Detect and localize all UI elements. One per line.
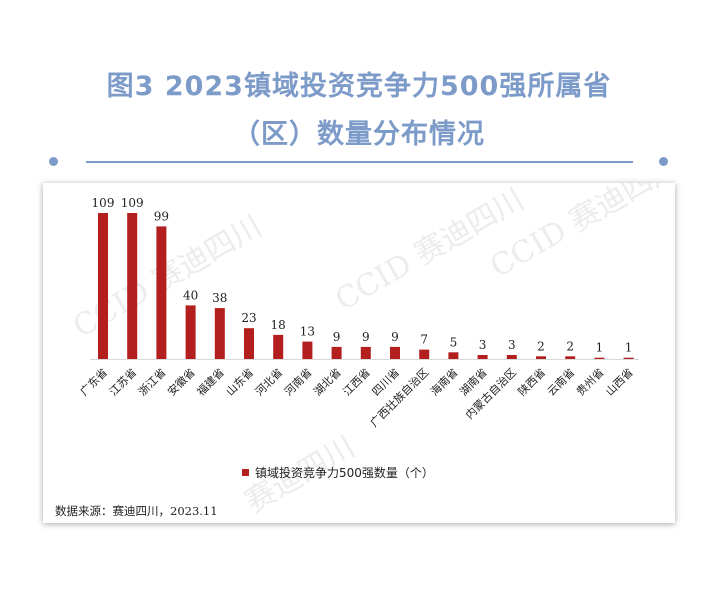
data-label: 3 <box>508 338 516 352</box>
category-label: 河南省 <box>282 366 315 399</box>
data-label: 7 <box>420 333 428 347</box>
data-label: 1 <box>625 341 633 355</box>
bar <box>594 357 605 359</box>
bar <box>419 349 430 359</box>
category-label: 浙江省 <box>136 366 169 399</box>
bar <box>623 357 634 359</box>
category-label: 河北省 <box>253 366 286 399</box>
bar <box>214 308 225 359</box>
watermark: CCID 赛迪四川 <box>68 209 269 345</box>
category-label: 山西省 <box>603 366 636 399</box>
data-label: 13 <box>300 325 315 339</box>
bar <box>185 305 196 359</box>
bar <box>477 355 488 359</box>
bar <box>127 213 138 359</box>
bar <box>448 352 459 359</box>
chart-title-line2: （区）数量分布情况 <box>233 119 485 150</box>
data-label: 18 <box>271 318 286 332</box>
chart-panel: CCID 赛迪四川 CCID 赛迪四川 CCID 赛迪四川 赛迪四川 109 广东省 109… <box>43 183 675 523</box>
bar <box>273 334 284 359</box>
category-label: 海南省 <box>427 365 460 398</box>
bar <box>156 226 167 359</box>
legend: 镇域投资竞争力500强数量（个） <box>242 464 434 481</box>
bar <box>506 355 517 359</box>
data-label: 109 <box>92 196 115 210</box>
category-label: 广东省 <box>78 366 111 399</box>
title-divider <box>86 161 633 163</box>
data-label: 23 <box>241 311 256 325</box>
category-label: 江西省 <box>340 366 373 399</box>
bar <box>302 341 313 359</box>
data-label: 9 <box>333 330 341 344</box>
bar <box>244 328 254 359</box>
right-dot <box>659 157 668 166</box>
data-label: 5 <box>450 335 458 349</box>
data-label: 2 <box>537 339 545 353</box>
data-label: 2 <box>566 339 574 353</box>
category-label: 安徽省 <box>164 365 197 398</box>
data-label: 109 <box>121 196 144 210</box>
chart-title-line1: 图3 2023镇域投资竞争力500强所属省 <box>106 71 612 102</box>
bar <box>536 356 546 359</box>
category-label: 陕西省 <box>515 365 548 398</box>
bar <box>98 213 108 359</box>
category-label: 福建省 <box>194 365 227 398</box>
data-label: 9 <box>362 330 370 344</box>
bar <box>331 346 342 359</box>
category-label: 湖北省 <box>311 366 344 399</box>
left-dot <box>49 157 58 166</box>
data-label: 38 <box>212 291 227 305</box>
category-label: 江苏省 <box>107 366 140 399</box>
data-label: 9 <box>391 330 399 344</box>
data-label: 99 <box>154 209 169 223</box>
category-label: 云南省 <box>545 366 578 399</box>
category-label: 贵州省 <box>574 366 607 399</box>
data-label: 3 <box>479 338 487 352</box>
legend-swatch <box>242 469 249 476</box>
bar <box>360 346 371 359</box>
bar <box>390 346 400 359</box>
data-label: 1 <box>596 341 604 355</box>
bar <box>565 356 576 359</box>
data-label: 40 <box>183 288 198 302</box>
data-source: 数据来源：赛迪四川，2023.11 <box>55 504 218 518</box>
legend-label: 镇域投资竞争力500强数量（个） <box>255 466 434 480</box>
category-label: 山东省 <box>224 366 257 399</box>
